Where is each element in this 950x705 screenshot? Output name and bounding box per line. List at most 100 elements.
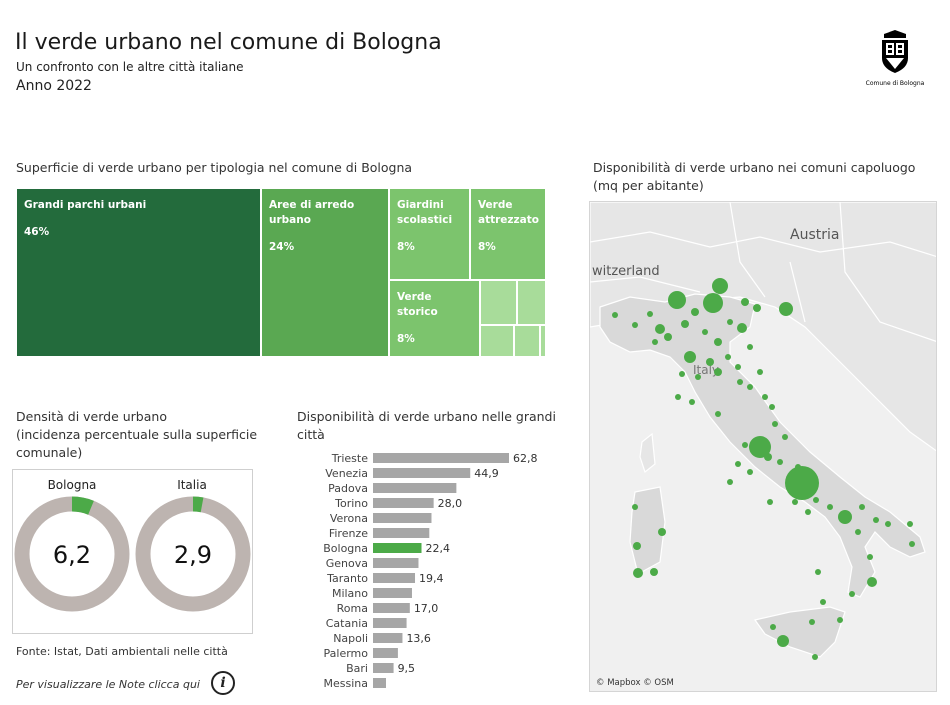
map-dot[interactable] bbox=[655, 324, 665, 334]
treemap-cell-grandi-parchi[interactable]: Grandi parchi urbani 46% bbox=[16, 188, 261, 357]
map-dot[interactable] bbox=[647, 311, 653, 317]
bar[interactable] bbox=[373, 498, 434, 508]
map-dot[interactable] bbox=[742, 442, 748, 448]
bar[interactable] bbox=[373, 483, 457, 493]
map[interactable]: Austria witzerland Italy © Mapbox © OSM bbox=[589, 201, 937, 692]
map-dot[interactable] bbox=[715, 411, 721, 417]
map-dot[interactable] bbox=[764, 453, 772, 461]
donut-italia[interactable] bbox=[135, 496, 251, 612]
map-dot[interactable] bbox=[714, 338, 722, 346]
map-dot[interactable] bbox=[735, 364, 741, 370]
treemap-cell-verde-storico[interactable]: Verde storico 8% bbox=[389, 280, 480, 357]
map-dot[interactable] bbox=[767, 499, 773, 505]
map-dot[interactable] bbox=[813, 497, 819, 503]
map-dot[interactable] bbox=[777, 459, 783, 465]
map-dot[interactable] bbox=[725, 354, 731, 360]
map-dot[interactable] bbox=[779, 302, 793, 316]
treemap-cell-small-1[interactable] bbox=[480, 280, 517, 325]
bar[interactable] bbox=[373, 453, 509, 463]
map-dot[interactable] bbox=[909, 541, 915, 547]
map-dot[interactable] bbox=[809, 619, 815, 625]
map-dot[interactable] bbox=[885, 521, 891, 527]
map-dot[interactable] bbox=[737, 323, 747, 333]
map-dot[interactable] bbox=[727, 479, 733, 485]
map-dot[interactable] bbox=[695, 374, 701, 380]
map-dot[interactable] bbox=[703, 293, 723, 313]
map-dot[interactable] bbox=[714, 368, 722, 376]
map-dot[interactable] bbox=[855, 529, 861, 535]
map-dot[interactable] bbox=[747, 384, 753, 390]
map-dot[interactable] bbox=[675, 394, 681, 400]
bar[interactable] bbox=[373, 678, 386, 688]
treemap-cell-small-2[interactable] bbox=[517, 280, 546, 325]
map-dot[interactable] bbox=[770, 624, 776, 630]
bar[interactable] bbox=[373, 588, 412, 598]
bar[interactable] bbox=[373, 618, 407, 628]
map-dot[interactable] bbox=[735, 461, 741, 467]
map-dot[interactable] bbox=[691, 308, 699, 316]
bar[interactable] bbox=[373, 543, 422, 553]
map-dot[interactable] bbox=[753, 304, 761, 312]
map-dot[interactable] bbox=[762, 394, 768, 400]
map-dot[interactable] bbox=[681, 320, 689, 328]
map-dot[interactable] bbox=[785, 466, 819, 500]
treemap-cell-giardini-scolastici[interactable]: Giardini scolastici 8% bbox=[389, 188, 470, 280]
map-dot[interactable] bbox=[679, 371, 685, 377]
map-dot[interactable] bbox=[867, 554, 873, 560]
map-dot[interactable] bbox=[873, 517, 879, 523]
bar[interactable] bbox=[373, 558, 419, 568]
map-dot[interactable] bbox=[867, 577, 877, 587]
map-dot[interactable] bbox=[838, 510, 852, 524]
bar[interactable] bbox=[373, 633, 403, 643]
map-dot[interactable] bbox=[757, 369, 763, 375]
bar[interactable] bbox=[373, 513, 432, 523]
bar[interactable] bbox=[373, 573, 416, 583]
map-dot[interactable] bbox=[727, 319, 733, 325]
map-dot[interactable] bbox=[737, 379, 743, 385]
bar[interactable] bbox=[373, 648, 398, 658]
treemap-cell-small-4[interactable] bbox=[514, 325, 540, 357]
map-dot[interactable] bbox=[792, 499, 798, 505]
map-dot[interactable] bbox=[652, 339, 658, 345]
treemap-cell-arredo-urbano[interactable]: Aree di arredo urbano 24% bbox=[261, 188, 389, 357]
bar[interactable] bbox=[373, 603, 410, 613]
treemap-cell-verde-attrezzato[interactable]: Verde attrezzato 8% bbox=[470, 188, 546, 280]
map-dot[interactable] bbox=[684, 351, 696, 363]
map-dot[interactable] bbox=[664, 333, 672, 341]
map-dot[interactable] bbox=[632, 322, 638, 328]
map-dot[interactable] bbox=[827, 504, 833, 510]
bar[interactable] bbox=[373, 663, 394, 673]
map-dot[interactable] bbox=[815, 569, 821, 575]
map-dot[interactable] bbox=[741, 298, 749, 306]
map-dot[interactable] bbox=[632, 504, 638, 510]
map-dot[interactable] bbox=[805, 509, 811, 515]
map-dot[interactable] bbox=[633, 542, 641, 550]
map-dot[interactable] bbox=[859, 504, 865, 510]
map-dot[interactable] bbox=[907, 521, 913, 527]
treemap-cell-small-3[interactable] bbox=[480, 325, 514, 357]
map-dot[interactable] bbox=[812, 654, 818, 660]
map-dot[interactable] bbox=[612, 312, 618, 318]
bar[interactable] bbox=[373, 468, 471, 478]
map-dot[interactable] bbox=[633, 568, 643, 578]
map-dot[interactable] bbox=[702, 329, 708, 335]
map-dot[interactable] bbox=[820, 599, 826, 605]
map-dot[interactable] bbox=[782, 434, 788, 440]
map-dot[interactable] bbox=[747, 469, 753, 475]
donut-bologna[interactable] bbox=[14, 496, 130, 612]
map-dot[interactable] bbox=[837, 617, 843, 623]
map-dot[interactable] bbox=[706, 358, 714, 366]
map-dot[interactable] bbox=[650, 568, 658, 576]
bar[interactable] bbox=[373, 528, 430, 538]
map-dot[interactable] bbox=[772, 421, 778, 427]
notes-link[interactable]: Per visualizzare le Note clicca qui bbox=[16, 678, 200, 691]
map-dot[interactable] bbox=[658, 528, 666, 536]
map-dot[interactable] bbox=[749, 436, 771, 458]
map-dot[interactable] bbox=[769, 404, 775, 410]
treemap-cell-small-5[interactable] bbox=[540, 325, 546, 357]
map-dot[interactable] bbox=[668, 291, 686, 309]
map-dot[interactable] bbox=[712, 278, 728, 294]
map-dot[interactable] bbox=[849, 591, 855, 597]
map-dot[interactable] bbox=[777, 635, 789, 647]
info-icon[interactable]: i bbox=[211, 671, 235, 695]
